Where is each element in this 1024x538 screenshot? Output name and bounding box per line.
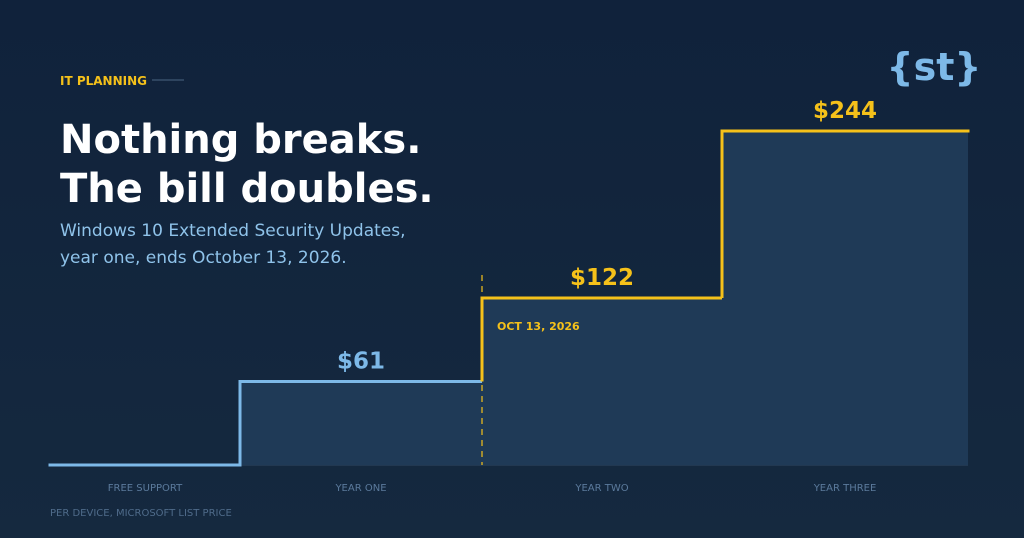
value-label: $122 (570, 265, 634, 291)
step-area (240, 381, 482, 465)
title-line: Nothing breaks. (60, 117, 421, 163)
category-label: YEAR TWO (574, 483, 628, 494)
eyebrow: IT PLANNING (60, 74, 147, 88)
category-label: FREE SUPPORT (108, 483, 183, 494)
category-label: YEAR ONE (334, 483, 386, 494)
footnote: PER DEVICE, MICROSOFT LIST PRICE (50, 508, 232, 519)
value-label: $61 (337, 349, 385, 375)
category-label: YEAR THREE (813, 483, 877, 494)
logo: {st} (887, 45, 982, 89)
subtitle-line: Windows 10 Extended Security Updates, (60, 221, 406, 241)
value-label: $244 (813, 98, 877, 124)
step-area (722, 131, 968, 465)
annotation-label: OCT 13, 2026 (497, 320, 580, 333)
step-area (482, 298, 722, 465)
subtitle-line: year one, ends October 13, 2026. (60, 248, 347, 268)
title-line: The bill doubles. (60, 166, 434, 212)
